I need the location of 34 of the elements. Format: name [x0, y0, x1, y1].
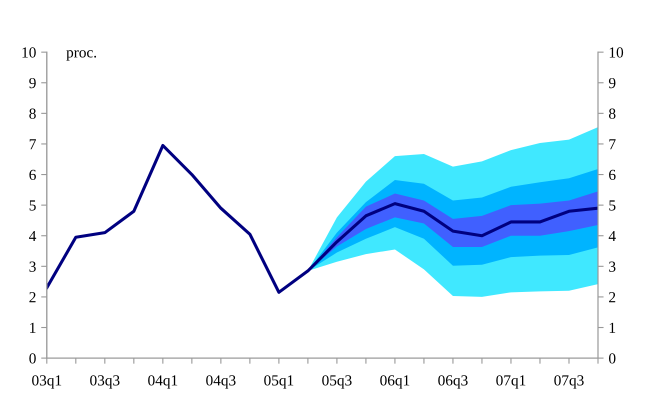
y2-tick-label: 1	[610, 322, 616, 333]
y2-tick-label: 10	[610, 47, 624, 58]
y2-tick-label: 0	[609, 353, 616, 364]
y-axis-title: proc.	[66, 50, 96, 61]
y-tick-label: 6	[29, 170, 36, 180]
y-tick-label: 5	[30, 200, 36, 211]
x-tick-label: 07q1	[496, 375, 526, 389]
y2-tick-label: 5	[609, 200, 616, 211]
x-tick-label: 05q3	[322, 375, 352, 389]
y2-tick-label: 2	[609, 292, 616, 302]
x-tick-label: 06q3	[438, 375, 468, 389]
y2-tick-label: 6	[609, 170, 616, 180]
y2-tick-label: 4	[608, 230, 616, 242]
line-series	[46, 144, 598, 294]
x-tick-label: 04q1	[148, 375, 178, 389]
y-tick-label: 0	[29, 353, 36, 364]
x-tick-label: 03q3	[90, 375, 120, 389]
x-tick-label: 05q1	[264, 375, 294, 389]
y-tick-label: 8	[29, 108, 36, 119]
y-tick-label: 2	[29, 292, 36, 302]
x-tick-label: 06q1	[380, 375, 410, 389]
y-tick-label: 9	[29, 78, 36, 88]
y-tick-label: 7	[30, 139, 36, 150]
x-tick-label: 04q3	[206, 375, 236, 389]
y-tick-label: 4	[29, 230, 36, 242]
y2-tick-label: 7	[609, 139, 616, 150]
y2-tick-label: 8	[609, 108, 616, 119]
y2-tick-label: 3	[609, 262, 616, 272]
y-tick-label: 3	[29, 262, 36, 272]
x-tick-label: 07q3	[554, 375, 584, 389]
y-tick-label: 1	[30, 322, 36, 333]
y-tick-label: 10	[22, 47, 36, 58]
y2-tick-label: 9	[608, 78, 616, 88]
x-tick-label: 03q1	[32, 375, 62, 389]
